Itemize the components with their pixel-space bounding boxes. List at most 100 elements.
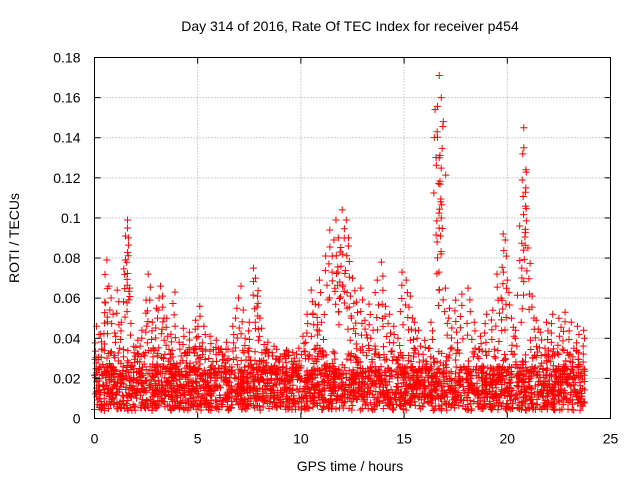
data-point-background [305, 355, 313, 363]
data-point-cluster [208, 362, 216, 370]
data-point-cluster [463, 319, 471, 327]
data-point-background [256, 384, 264, 392]
data-point-cluster [443, 331, 451, 339]
data-point-background [110, 400, 118, 408]
data-point-cluster [255, 357, 263, 365]
data-point-cluster [419, 350, 427, 358]
data-point-cluster [207, 340, 215, 348]
data-point-background [407, 358, 415, 366]
data-point-background [303, 384, 311, 392]
data-point-cluster [471, 344, 479, 352]
data-point-cluster [245, 344, 253, 352]
data-point [580, 326, 588, 334]
data-point-background [106, 371, 114, 379]
data-point-cluster [108, 348, 116, 356]
data-point-cluster [557, 323, 565, 331]
data-point-cluster [254, 325, 262, 333]
data-point-background [438, 387, 446, 395]
data-point-cluster [335, 321, 343, 329]
data-point-cluster [510, 350, 518, 358]
data-point-background [321, 379, 329, 387]
data-point-cluster [456, 313, 464, 321]
data-point-cluster [185, 344, 193, 352]
data-point-background [563, 349, 571, 357]
data-point-background [288, 386, 296, 394]
data-point-background [256, 375, 264, 383]
data-point-background [306, 351, 314, 359]
data-point [365, 300, 373, 308]
data-point-background [234, 401, 242, 409]
data-point-background [432, 385, 440, 393]
data-point-background [262, 346, 270, 354]
data-point [522, 166, 530, 174]
data-point [185, 328, 193, 336]
data-point-background [548, 352, 556, 360]
data-point-cluster [297, 362, 305, 370]
data-point-cluster [537, 336, 545, 344]
data-point-background [320, 384, 328, 392]
data-point-background [318, 392, 326, 400]
data-point-background [487, 402, 495, 410]
data-point-cluster [279, 369, 287, 377]
data-point-cluster [579, 350, 587, 358]
data-point-background [562, 379, 570, 387]
data-point-cluster [142, 309, 150, 317]
data-point-background [527, 346, 535, 354]
data-point-background [327, 387, 335, 395]
data-point-background [562, 357, 570, 365]
data-point-background [123, 405, 131, 413]
data-point [330, 236, 338, 244]
data-point-background [425, 372, 433, 380]
data-point-background [202, 346, 210, 354]
data-point-cluster [547, 329, 555, 337]
data-point-background [494, 363, 502, 371]
data-point-cluster [106, 306, 114, 314]
data-point-cluster [119, 353, 127, 361]
data-point [464, 284, 472, 292]
data-point [567, 318, 575, 326]
data-point-background [491, 370, 499, 378]
data-point-cluster [500, 247, 508, 255]
data-point-background [521, 378, 529, 386]
data-point-cluster [321, 267, 329, 275]
data-point [126, 284, 134, 292]
data-point-background [196, 360, 204, 368]
data-point-background [365, 346, 373, 354]
data-point-background [503, 385, 511, 393]
data-point-background [402, 380, 410, 388]
data-point [282, 346, 290, 354]
data-point-background [234, 381, 242, 389]
data-point-cluster [231, 344, 239, 352]
data-point-background [323, 372, 331, 380]
data-point-background [387, 366, 395, 374]
data-point-background [447, 386, 455, 394]
data-point-background [249, 387, 257, 395]
data-point-cluster [315, 301, 323, 309]
data-point-cluster [235, 294, 243, 302]
data-point-background [413, 372, 421, 380]
data-point-cluster [300, 347, 308, 355]
data-point-cluster [301, 354, 309, 362]
data-point-background [466, 400, 474, 408]
data-point [229, 322, 237, 330]
data-point-background [472, 372, 480, 380]
data-point [175, 338, 183, 346]
data-point-background [416, 384, 424, 392]
data-point-background [225, 355, 233, 363]
data-point-background [415, 376, 423, 384]
data-point-cluster [458, 301, 466, 309]
data-point-background [484, 364, 492, 372]
data-point-background [540, 386, 548, 394]
data-point-background [401, 368, 409, 376]
data-point-cluster [432, 161, 440, 169]
data-point-background [394, 383, 402, 391]
data-point-background [224, 389, 232, 397]
data-point-cluster [271, 362, 279, 370]
data-point-cluster [574, 355, 582, 363]
data-point-background [486, 371, 494, 379]
data-point-cluster [112, 332, 120, 340]
data-point-background [123, 399, 131, 407]
data-point-background [427, 363, 435, 371]
data-point-background [535, 368, 543, 376]
data-point-cluster [374, 326, 382, 334]
